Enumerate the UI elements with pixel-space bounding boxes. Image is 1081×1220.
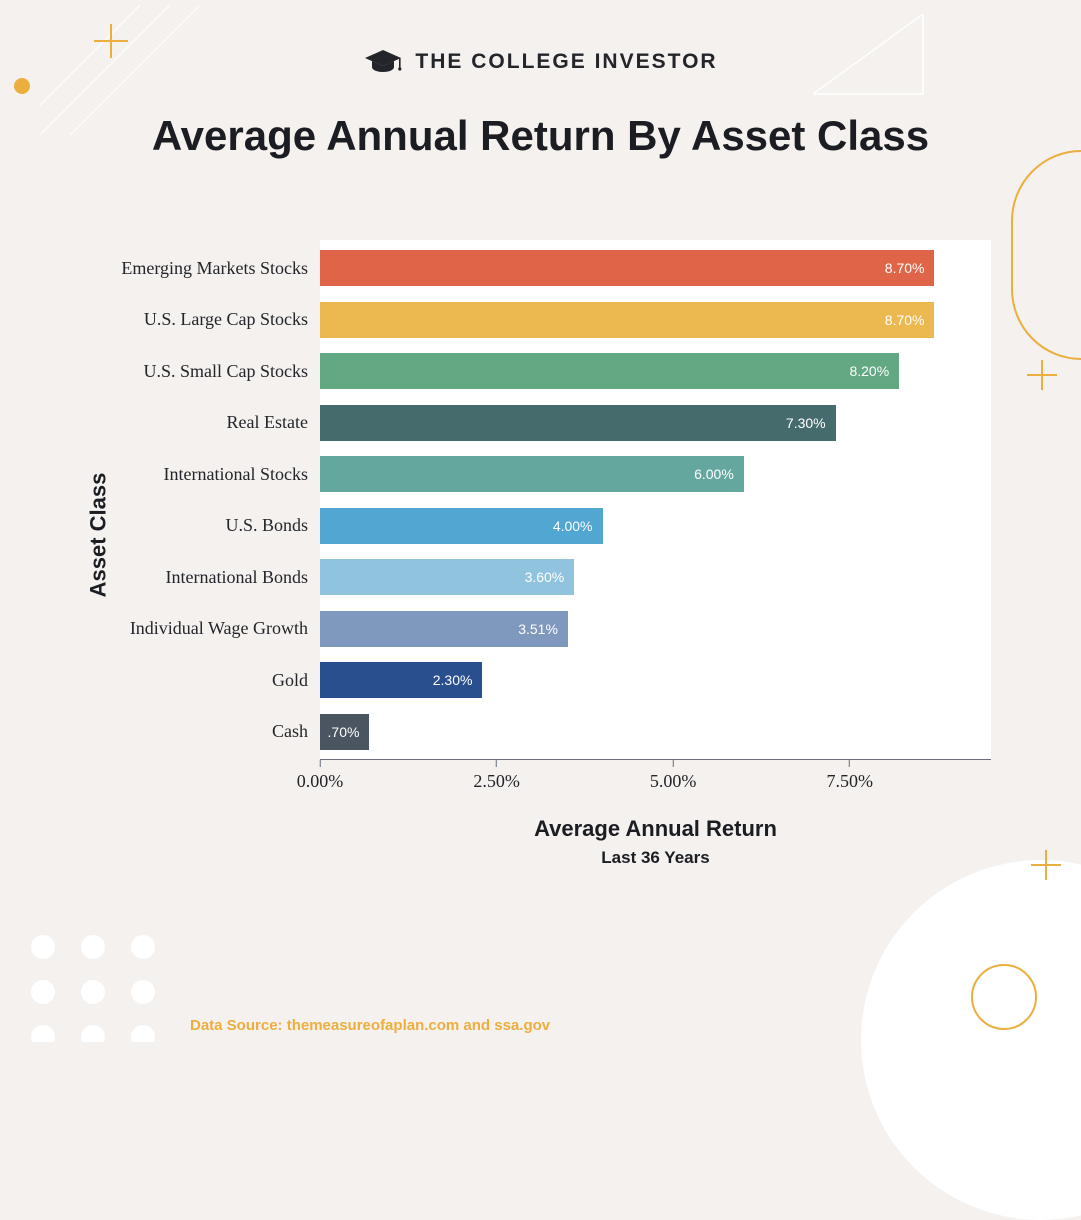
x-tick-label: 0.00% <box>297 771 344 792</box>
category-label: Emerging Markets Stocks <box>80 250 308 286</box>
x-tick-label: 5.00% <box>650 771 697 792</box>
bar: 7.30% <box>320 405 836 441</box>
bar: 6.00% <box>320 456 744 492</box>
chart-title: Average Annual Return By Asset Class <box>0 112 1081 160</box>
category-label: Cash <box>80 714 308 750</box>
x-axis-title: Average Annual Return <box>320 816 991 842</box>
graduation-cap-icon <box>363 48 403 76</box>
brand-row: THE COLLEGE INVESTOR <box>0 48 1081 76</box>
data-source-line: Data Source: themeasureofaplan.com and s… <box>190 1017 550 1034</box>
deco-dot-grid-bottom-left <box>28 932 178 1042</box>
bar: 8.70% <box>320 250 934 286</box>
brand-name: THE COLLEGE INVESTOR <box>415 50 717 74</box>
category-label: Gold <box>80 662 308 698</box>
deco-plus-mid-right <box>1027 360 1057 390</box>
bars-container: 8.70% 8.70% 8.20% 7.30% 6.00% 4.00% 3.60% 3.51%… <box>320 250 991 750</box>
bar-row: 3.60% <box>320 559 991 595</box>
deco-rounded-right <box>1011 150 1081 360</box>
bar: 2.30% <box>320 662 482 698</box>
bar-row: 2.30% <box>320 662 991 698</box>
bar-row: 8.20% <box>320 353 991 389</box>
category-labels: Emerging Markets Stocks U.S. Large Cap St… <box>80 250 308 750</box>
plot-area: 8.70% 8.70% 8.20% 7.30% 6.00% 4.00% 3.60% 3.51%… <box>320 240 991 760</box>
x-tick-mark <box>496 760 497 767</box>
bar-row: 8.70% <box>320 302 991 338</box>
x-axis-title-block: Average Annual Return Last 36 Years <box>320 816 991 868</box>
x-axis-ticks: 0.00%2.50%5.00%7.50% <box>320 760 991 796</box>
x-tick: 5.00% <box>650 760 697 792</box>
x-tick: 2.50% <box>473 760 520 792</box>
bar-row: 3.51% <box>320 611 991 647</box>
category-label: Individual Wage Growth <box>80 611 308 647</box>
deco-dot-top-left <box>14 78 30 94</box>
x-tick-label: 7.50% <box>826 771 873 792</box>
x-tick-mark <box>320 760 321 767</box>
bar: 3.51% <box>320 611 568 647</box>
bar-row: .70% <box>320 714 991 750</box>
x-tick-label: 2.50% <box>473 771 520 792</box>
deco-ring-bottom-right <box>971 964 1037 1030</box>
bar: 8.20% <box>320 353 899 389</box>
category-label: U.S. Bonds <box>80 508 308 544</box>
bar: 3.60% <box>320 559 574 595</box>
x-tick-mark <box>673 760 674 767</box>
x-tick: 7.50% <box>826 760 873 792</box>
bar-row: 4.00% <box>320 508 991 544</box>
bar-row: 7.30% <box>320 405 991 441</box>
deco-big-circle-bottom-right <box>861 860 1081 1220</box>
bar-row: 6.00% <box>320 456 991 492</box>
bar: 8.70% <box>320 302 934 338</box>
deco-plus-bottom-right <box>1031 850 1061 880</box>
bar-chart: Asset Class Emerging Markets StocksU.S. … <box>80 240 991 830</box>
bar-row: 8.70% <box>320 250 991 286</box>
x-tick-mark <box>849 760 850 767</box>
category-label: International Bonds <box>80 559 308 595</box>
category-label: U.S. Large Cap Stocks <box>80 302 308 338</box>
bar: .70% <box>320 714 369 750</box>
category-label: Real Estate <box>80 405 308 441</box>
x-tick: 0.00% <box>297 760 344 792</box>
x-axis-subtitle: Last 36 Years <box>320 848 991 868</box>
bar: 4.00% <box>320 508 603 544</box>
category-label: International Stocks <box>80 456 308 492</box>
category-label: U.S. Small Cap Stocks <box>80 353 308 389</box>
